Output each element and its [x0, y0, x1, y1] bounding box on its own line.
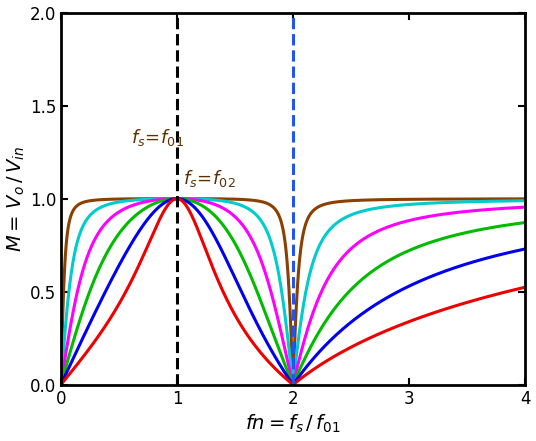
- X-axis label: $fn=f_s\,/\,f_{01}$: $fn=f_s\,/\,f_{01}$: [245, 413, 341, 435]
- Y-axis label: $M=\,V_o\,/\,V_{in}$: $M=\,V_o\,/\,V_{in}$: [5, 146, 27, 252]
- Text: $f_s\!=\!f_{01}$: $f_s\!=\!f_{01}$: [131, 127, 183, 148]
- Text: $f_s\!=\!f_{02}$: $f_s\!=\!f_{02}$: [183, 168, 235, 189]
